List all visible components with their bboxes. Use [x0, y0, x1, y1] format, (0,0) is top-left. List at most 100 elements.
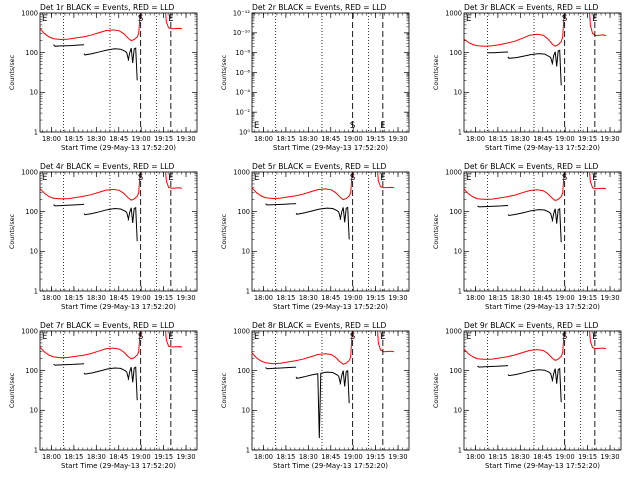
panel-det-7: Det 7r BLACK = Events, RED = LLD Counts/s… — [8, 321, 198, 470]
series-lld-line — [40, 13, 141, 42]
corner-label: E — [42, 173, 47, 183]
x-tick-label: 18:00 — [466, 294, 485, 302]
x-tick-label: 18:30 — [87, 135, 106, 143]
series-lld-line — [252, 331, 353, 365]
x-tick-label: 19:00 — [556, 453, 575, 461]
series-lld-line — [464, 13, 565, 47]
event-marker-label: S — [138, 173, 143, 183]
event-marker-label: E — [168, 173, 173, 183]
x-tick-label: 18:30 — [87, 294, 106, 302]
y-tick-label: 100 — [25, 367, 38, 375]
x-tick-label: 18:15 — [64, 135, 83, 143]
series-lld-line — [40, 331, 141, 360]
plot-area — [40, 331, 183, 401]
x-tick-label: 19:30 — [601, 453, 620, 461]
y-axis-label: Counts/sec — [220, 54, 228, 90]
x-tick-label: 18:00 — [254, 135, 273, 143]
series-lld-line — [165, 172, 183, 189]
event-marker-label: E — [168, 14, 173, 24]
x-tick-label: 18:45 — [321, 294, 340, 302]
x-axis-label: Start Time (29-May-13 17:52:20) — [61, 462, 176, 470]
series-events-line — [551, 367, 562, 403]
event-marker-label: S — [562, 332, 567, 342]
y-tick-label: 10⁻⁸ — [235, 49, 250, 57]
x-tick-label: 19:00 — [556, 294, 575, 302]
x-tick-label: 18:15 — [64, 294, 83, 302]
x-tick-label: 19:30 — [601, 294, 620, 302]
y-tick-label: 1000 — [21, 168, 38, 176]
plot-area — [252, 172, 395, 240]
event-marker-label: E — [592, 14, 597, 24]
x-tick-label: 18:15 — [276, 135, 295, 143]
series-events-line — [551, 49, 562, 86]
x-tick-label: 19:00 — [344, 135, 363, 143]
corner-label: E — [254, 121, 259, 131]
series-lld-line — [252, 172, 353, 201]
series-events-line — [53, 203, 85, 207]
x-tick-label: 19:00 — [344, 453, 363, 461]
panel-title: Det 1r BLACK = Events, RED = LLD — [40, 3, 175, 12]
series-lld-line — [165, 331, 183, 348]
x-tick-label: 19:15 — [578, 294, 597, 302]
panel-det-9: Det 9r BLACK = Events, RED = LLD Counts/s… — [432, 321, 622, 470]
plot-area — [40, 172, 183, 242]
y-tick-label: 10 — [454, 407, 462, 415]
y-tick-label: 1 — [458, 287, 462, 295]
panel-det-4: Det 4r BLACK = Events, RED = LLD Counts/s… — [8, 162, 198, 311]
event-marker-label: E — [168, 332, 173, 342]
x-tick-label: 19:00 — [344, 294, 363, 302]
panel-det-6: Det 6r BLACK = Events, RED = LLD Counts/s… — [432, 162, 622, 311]
corner-label: E — [42, 332, 47, 342]
x-tick-label: 19:30 — [177, 453, 196, 461]
x-tick-label: 19:00 — [556, 135, 575, 143]
x-tick-label: 19:15 — [154, 453, 173, 461]
y-tick-label: 10⁻⁶ — [235, 69, 250, 77]
corner-label: E — [254, 332, 259, 342]
y-axis-label: Counts/sec — [220, 372, 228, 408]
x-tick-label: 18:15 — [488, 135, 507, 143]
series-events-line — [295, 371, 341, 439]
panel-det-3: Det 3r BLACK = Events, RED = LLD Counts/s… — [432, 3, 622, 152]
y-axis-label: Counts/sec — [432, 372, 440, 408]
x-tick-label: 19:00 — [132, 135, 151, 143]
series-events-line — [507, 209, 553, 220]
y-tick-label: 100 — [449, 49, 462, 57]
plot-area — [464, 331, 607, 403]
x-tick-label: 18:30 — [511, 453, 530, 461]
event-marker-label: E — [380, 121, 385, 131]
panel-title: Det 4r BLACK = Events, RED = LLD — [40, 162, 175, 171]
x-tick-label: 18:45 — [533, 294, 552, 302]
y-axis-label: Counts/sec — [220, 213, 228, 249]
series-events-line — [295, 207, 341, 218]
event-marker-label: S — [350, 121, 355, 131]
plot-area — [464, 172, 607, 243]
series-events-line — [339, 369, 350, 404]
x-axis-label: Start Time (29-May-13 17:52:20) — [273, 462, 388, 470]
x-tick-label: 19:15 — [366, 453, 385, 461]
x-tick-label: 19:15 — [366, 135, 385, 143]
corner-label: E — [42, 14, 47, 24]
series-lld-line — [377, 172, 395, 189]
x-tick-label: 19:15 — [366, 294, 385, 302]
panel-det-2: Det 2r BLACK = Events, RED = LLD Counts/s… — [220, 3, 410, 152]
series-lld-line — [589, 13, 607, 37]
y-tick-label: 1 — [458, 446, 462, 454]
y-tick-label: 1 — [34, 128, 38, 136]
panel-det-1: Det 1r BLACK = Events, RED = LLD Counts/s… — [8, 3, 198, 152]
panel-title: Det 2r BLACK = Events, RED = LLD — [252, 3, 387, 12]
y-axis-label: Counts/sec — [8, 213, 16, 249]
corner-label: E — [466, 173, 471, 183]
y-tick-label: 10⁻² — [235, 108, 250, 116]
x-tick-label: 19:30 — [389, 294, 408, 302]
series-lld-line — [165, 13, 183, 30]
y-tick-label: 100 — [237, 367, 250, 375]
series-lld-line — [589, 331, 607, 350]
event-marker-label: E — [380, 173, 385, 183]
y-tick-label: 1000 — [445, 168, 462, 176]
x-tick-label: 18:45 — [321, 453, 340, 461]
x-tick-label: 18:15 — [488, 294, 507, 302]
series-events-line — [339, 206, 350, 240]
plot-area — [252, 331, 395, 439]
x-tick-label: 19:30 — [177, 135, 196, 143]
